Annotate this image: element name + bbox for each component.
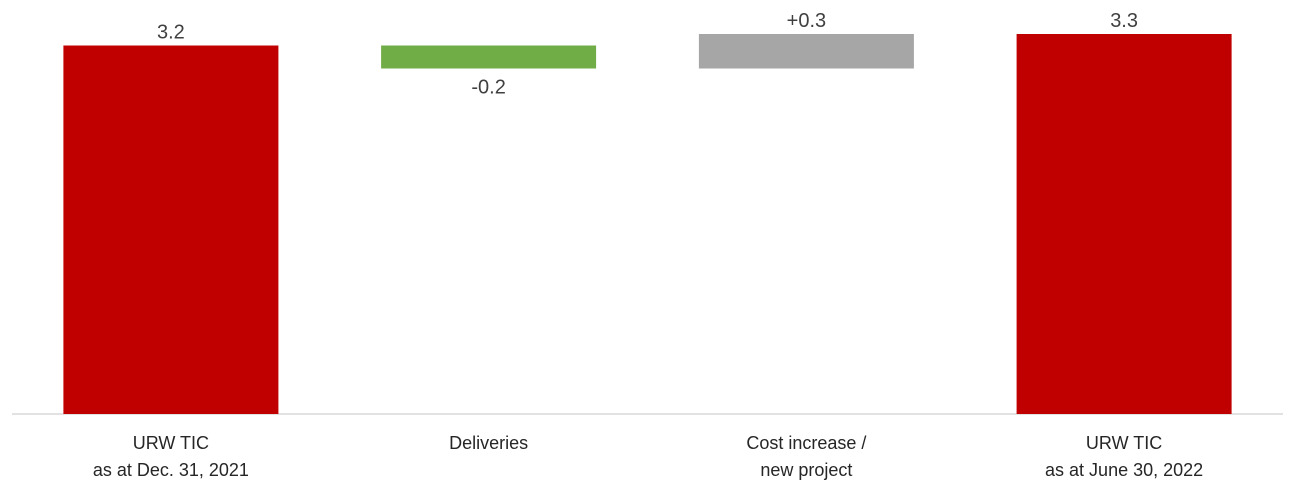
bars [63, 34, 1232, 414]
bar-cost-increase-new-project [698, 34, 914, 69]
data-label-deliveries: -0.2 [471, 77, 505, 99]
category-label-urw-tic-as-at-june-30-2022: URW TIC as at June 30, 2022 [1045, 433, 1203, 480]
category-label-line: URW TIC [133, 433, 209, 453]
category-labels: URW TIC as at Dec. 31, 2021 Deliveries Cost… [93, 433, 1203, 480]
data-label-urw-tic-as-at-june-30-2022: 3.3 [1110, 10, 1138, 32]
data-label-urw-tic-as-at-dec-31-2021: 3.2 [157, 22, 185, 44]
category-label-line: Cost increase / [746, 433, 866, 453]
category-label-deliveries: Deliveries [449, 433, 528, 453]
bar-urw-tic-as-at-dec-31-2021 [63, 45, 279, 414]
category-label-urw-tic-as-at-dec-31-2021: URW TIC as at Dec. 31, 2021 [93, 433, 249, 480]
category-label-line: new project [760, 460, 852, 480]
category-label-line: Deliveries [449, 433, 528, 453]
data-label-cost-increase-new-project: +0.3 [787, 10, 826, 32]
category-label-line: as at June 30, 2022 [1045, 460, 1203, 480]
category-label-line: as at Dec. 31, 2021 [93, 460, 249, 480]
bar-urw-tic-as-at-june-30-2022 [1016, 34, 1232, 414]
category-label-cost-increase-new-project: Cost increase / new project [746, 433, 866, 480]
bar-deliveries [381, 45, 597, 69]
category-label-line: URW TIC [1086, 433, 1162, 453]
data-labels: 3.2 -0.2 +0.3 3.3 [157, 10, 1138, 99]
